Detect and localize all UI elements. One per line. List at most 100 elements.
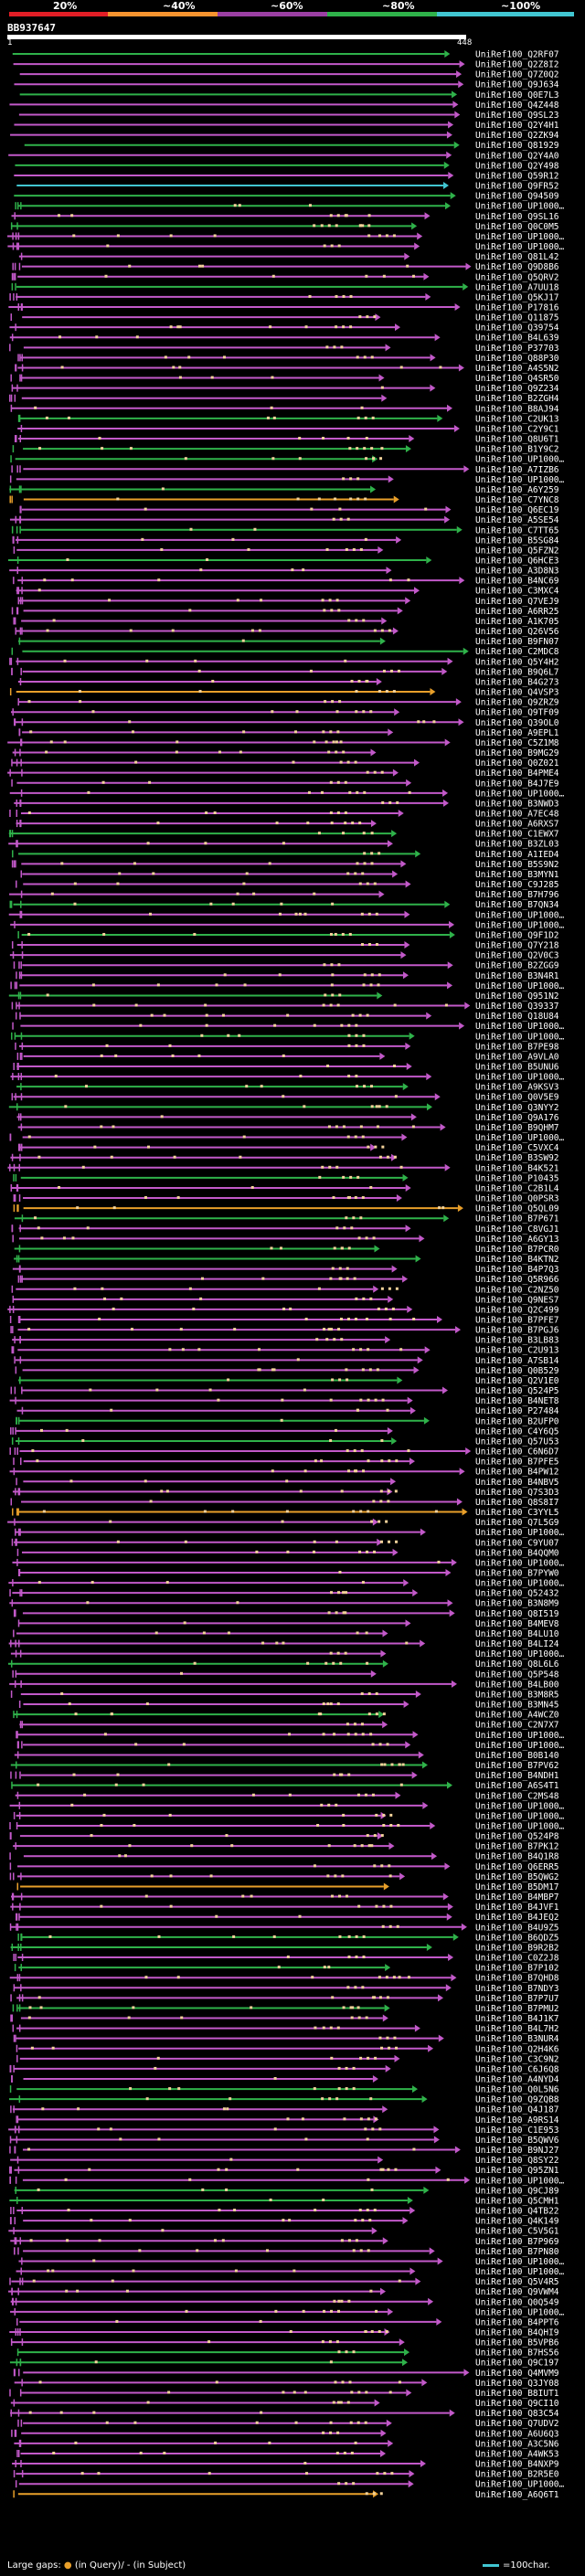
hit-label[interactable]: UniRef100_A6GY13 xyxy=(475,1235,559,1245)
hit-label[interactable]: UniRef100_B4NC69 xyxy=(475,577,559,587)
hit-row[interactable]: UniRef100_B4K521 xyxy=(7,1163,559,1173)
hit-label[interactable]: UniRef100_C8VGJ1 xyxy=(475,1224,559,1235)
hit-row[interactable]: UniRef100_Q8SY22 xyxy=(10,2156,559,2166)
hit-label[interactable]: UniRef100_Q9A176 xyxy=(475,1113,559,1123)
hit-label[interactable]: UniRef100_B4L7H2 xyxy=(475,2024,559,2034)
hit-label[interactable]: UniRef100_C5Z1M8 xyxy=(475,738,559,748)
hit-row[interactable]: UniRef100_C9YU07 xyxy=(11,1538,559,1548)
hit-label[interactable]: UniRef100_B7PV62 xyxy=(475,1761,559,1771)
hit-label[interactable]: UniRef100_UP1000… xyxy=(475,789,565,799)
hit-label[interactable]: UniRef100_B9MG29 xyxy=(475,748,559,758)
hit-row[interactable]: UniRef100_B4QQM0 xyxy=(16,1548,559,1558)
hit-row[interactable]: UniRef100_UP1000… xyxy=(9,475,565,485)
hit-label[interactable]: UniRef100_B4K521 xyxy=(475,1163,559,1173)
hit-label[interactable]: UniRef100_Q88P30 xyxy=(475,354,559,364)
hit-row[interactable]: UniRef100_Q4VSP3 xyxy=(9,688,559,698)
hit-label[interactable]: UniRef100_B6QDZ5 xyxy=(475,1933,559,1943)
hit-label[interactable]: UniRef100_Q57U53 xyxy=(475,1436,559,1447)
hit-label[interactable]: UniRef100_Q83C54 xyxy=(475,2409,559,2419)
hit-label[interactable]: UniRef100_A9VLA0 xyxy=(475,1052,559,1062)
hit-row[interactable]: UniRef100_UP1000… xyxy=(10,981,565,991)
hit-row[interactable]: UniRef100_A6RR25 xyxy=(11,607,559,617)
hit-row[interactable]: UniRef100_UP1000… xyxy=(9,789,565,799)
hit-label[interactable]: UniRef100_A7EC48 xyxy=(475,810,559,820)
hit-row[interactable]: UniRef100_C2B1L4 xyxy=(10,1183,559,1193)
hit-label[interactable]: UniRef100_Q7L5G9 xyxy=(475,1518,559,1528)
hit-row[interactable]: UniRef100_UP1000… xyxy=(10,920,565,930)
hit-label[interactable]: UniRef100_UP1000… xyxy=(475,910,565,920)
hit-label[interactable]: UniRef100_C9YU07 xyxy=(475,1538,559,1548)
hit-label[interactable]: UniRef100_Q9NES7 xyxy=(475,1295,559,1305)
hit-row[interactable]: UniRef100_UP1000… xyxy=(9,1801,565,1811)
hit-row[interactable]: UniRef100_Q39754 xyxy=(9,323,559,334)
hit-label[interactable]: UniRef100_C9J285 xyxy=(475,880,559,890)
hit-row[interactable]: UniRef100_B4MEV8 xyxy=(17,1619,559,1629)
hit-row[interactable]: UniRef100_UP1000… xyxy=(7,242,565,252)
hit-label[interactable]: UniRef100_B1Y9C2 xyxy=(475,445,559,455)
hit-label[interactable]: UniRef100_B9R2B2 xyxy=(475,1943,559,1953)
hit-row[interactable]: UniRef100_A5SE54 xyxy=(9,515,559,525)
hit-row[interactable]: UniRef100_UP1000… xyxy=(10,1649,565,1659)
hit-row[interactable]: UniRef100_B5SG84 xyxy=(12,535,559,546)
hit-row[interactable]: UniRef100_A9VLA0 xyxy=(16,1052,559,1062)
hit-label[interactable]: UniRef100_Q9VWM4 xyxy=(475,2287,559,2297)
hit-label[interactable]: UniRef100_B5S9N2 xyxy=(475,860,559,870)
hit-label[interactable]: UniRef100_B7QHD8 xyxy=(475,1974,559,1984)
hit-label[interactable]: UniRef100_A7UU18 xyxy=(475,282,559,292)
hit-label[interactable]: UniRef100_B2ZGG9 xyxy=(475,961,559,971)
hit-label[interactable]: UniRef100_B7NDY3 xyxy=(475,1984,559,1994)
hit-row[interactable]: UniRef100_B5VPB6 xyxy=(10,2338,559,2348)
hit-row[interactable]: UniRef100_Q83C54 xyxy=(10,2409,559,2419)
hit-label[interactable]: UniRef100_C3YYL5 xyxy=(475,1508,559,1518)
hit-label[interactable]: UniRef100_Q39337 xyxy=(475,1002,559,1012)
hit-label[interactable]: UniRef100_UP1000… xyxy=(475,920,565,930)
hit-row[interactable]: UniRef100_B6QDZ5 xyxy=(17,1933,559,1943)
hit-row[interactable]: UniRef100_A7UU18 xyxy=(11,282,559,292)
hit-row[interactable]: UniRef100_Q5V4R5 xyxy=(9,2277,559,2287)
hit-row[interactable]: UniRef100_C3MXC4 xyxy=(16,587,559,597)
hit-row[interactable]: UniRef100_C7TT65 xyxy=(11,525,559,535)
hit-row[interactable]: UniRef100_UP1000… xyxy=(8,1579,565,1589)
hit-label[interactable]: UniRef100_Q0B529 xyxy=(475,1366,559,1376)
hit-label[interactable]: UniRef100_B7PGJ6 xyxy=(475,1326,559,1336)
hit-label[interactable]: UniRef100_A4WCZ0 xyxy=(475,1711,559,1721)
hit-label[interactable]: UniRef100_C3MXC4 xyxy=(475,587,559,597)
hit-row[interactable]: UniRef100_Q18U84 xyxy=(15,1012,559,1022)
hit-label[interactable]: UniRef100_UP1000… xyxy=(475,202,565,212)
hit-row[interactable]: UniRef100_B7H796 xyxy=(9,890,559,900)
hit-row[interactable]: UniRef100_Q5QL09 xyxy=(13,1204,559,1214)
hit-row[interactable]: UniRef100_Q5FZN2 xyxy=(13,546,559,556)
hit-row[interactable]: UniRef100_B5S9N2 xyxy=(11,860,559,870)
hit-label[interactable]: UniRef100_Q4SR50 xyxy=(475,374,559,384)
hit-row[interactable]: UniRef100_B2ZGG9 xyxy=(13,961,559,971)
hit-label[interactable]: UniRef100_Q5Y4H2 xyxy=(475,657,559,667)
hit-row[interactable]: UniRef100_Q9ZRZ9 xyxy=(17,698,559,708)
hit-row[interactable]: UniRef100_C5VXC4 xyxy=(17,1143,559,1153)
hit-row[interactable]: UniRef100_B4LU10 xyxy=(13,1629,559,1639)
hit-row[interactable]: UniRef100_P37703 xyxy=(9,344,559,354)
hit-row[interactable]: UniRef100_B5QWV6 xyxy=(9,2136,559,2146)
hit-label[interactable]: UniRef100_UP1000… xyxy=(475,2307,565,2317)
hit-row[interactable]: UniRef100_B4L639 xyxy=(9,334,559,344)
hit-label[interactable]: UniRef100_A6RR25 xyxy=(475,607,559,617)
hit-row[interactable]: UniRef100_B3MN45 xyxy=(18,1701,559,1711)
hit-row[interactable]: UniRef100_Q52432 xyxy=(9,1589,559,1599)
hit-label[interactable]: UniRef100_Q5CMH1 xyxy=(475,2196,559,2206)
hit-row[interactable]: UniRef100_Q9D8B6 xyxy=(12,262,559,272)
hit-row[interactable]: UniRef100_Q2Z8I2 xyxy=(13,60,559,70)
hit-row[interactable]: UniRef100_Q4Z448 xyxy=(9,101,559,111)
hit-row[interactable]: UniRef100_Q9ZQB8 xyxy=(9,2095,559,2105)
hit-row[interactable]: UniRef100_Q2Y4H1 xyxy=(14,121,559,131)
hit-row[interactable]: UniRef100_B5UNU6 xyxy=(13,1063,559,1073)
hit-row[interactable]: UniRef100_C2Y9C1 xyxy=(17,424,559,434)
hit-label[interactable]: UniRef100_B7PCR0 xyxy=(475,1245,559,1255)
hit-label[interactable]: UniRef100_Q9ZQB8 xyxy=(475,2095,559,2105)
hit-label[interactable]: UniRef100_B7P7U7 xyxy=(475,1994,559,2004)
hit-label[interactable]: UniRef100_Q5R966 xyxy=(475,1275,559,1285)
hit-label[interactable]: UniRef100_B5SG84 xyxy=(475,535,559,546)
hit-label[interactable]: UniRef100_Q4TB22 xyxy=(475,2207,559,2217)
hit-label[interactable]: UniRef100_Q951N2 xyxy=(475,991,559,1002)
hit-label[interactable]: UniRef100_Q4MVM9 xyxy=(475,2369,559,2379)
hit-label[interactable]: UniRef100_Q8SY22 xyxy=(475,2156,559,2166)
hit-label[interactable]: UniRef100_B7PMU2 xyxy=(475,2004,559,2014)
